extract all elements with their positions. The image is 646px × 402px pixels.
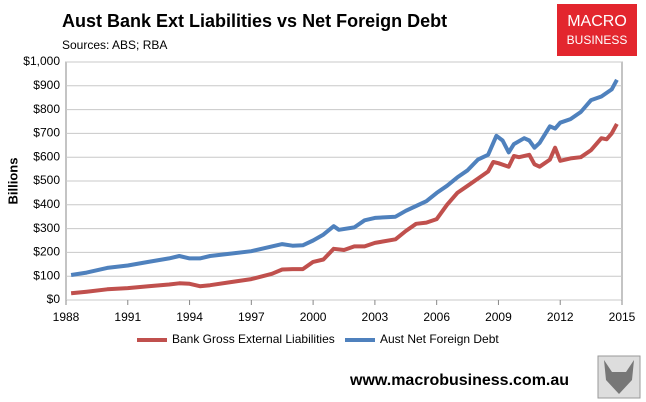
legend-label: Aust Net Foreign Debt (380, 332, 499, 346)
y-tick-label: $800 (33, 102, 60, 116)
y-tick-label: $900 (33, 78, 60, 92)
y-tick-label: $400 (33, 197, 60, 211)
chart-subtitle: Sources: ABS; RBA (62, 38, 167, 52)
legend-label: Bank Gross External Liabilities (172, 332, 335, 346)
logo-box (557, 4, 637, 56)
logo-text: BUSINESS (567, 33, 628, 47)
logo-text: MACRO (567, 13, 627, 30)
y-tick-label: $200 (33, 245, 60, 259)
logo: MACRO BUSINESS (557, 4, 637, 56)
y-tick-label: $100 (33, 268, 60, 282)
x-tick-label: 2000 (300, 310, 327, 324)
website: www.macrobusiness.com.au (349, 372, 569, 389)
y-tick-label: $700 (33, 126, 60, 140)
x-tick-label: 1997 (238, 310, 265, 324)
x-tick-label: 2015 (609, 310, 636, 324)
icon-wolf (604, 360, 634, 394)
chart-title: Aust Bank Ext Liabilities vs Net Foreign… (62, 11, 447, 31)
x-tick-label: 2012 (547, 310, 574, 324)
series-line (70, 78, 619, 277)
series-line (70, 122, 619, 296)
y-tick-label: $0 (47, 292, 61, 306)
x-tick-label: 2009 (485, 310, 512, 324)
x-tick-label: 2006 (423, 310, 450, 324)
x-tick-label: 1994 (176, 310, 203, 324)
y-tick-label: $600 (33, 149, 60, 163)
y-tick-label: $500 (33, 173, 60, 187)
x-tick-label: 1988 (53, 310, 80, 324)
wolf-icon (597, 355, 641, 399)
y-axis-label: Billions (5, 158, 20, 205)
y-tick-label: $1,000 (23, 54, 60, 68)
x-tick-label: 1991 (114, 310, 141, 324)
x-tick-label: 2003 (362, 310, 389, 324)
y-tick-label: $300 (33, 221, 60, 235)
